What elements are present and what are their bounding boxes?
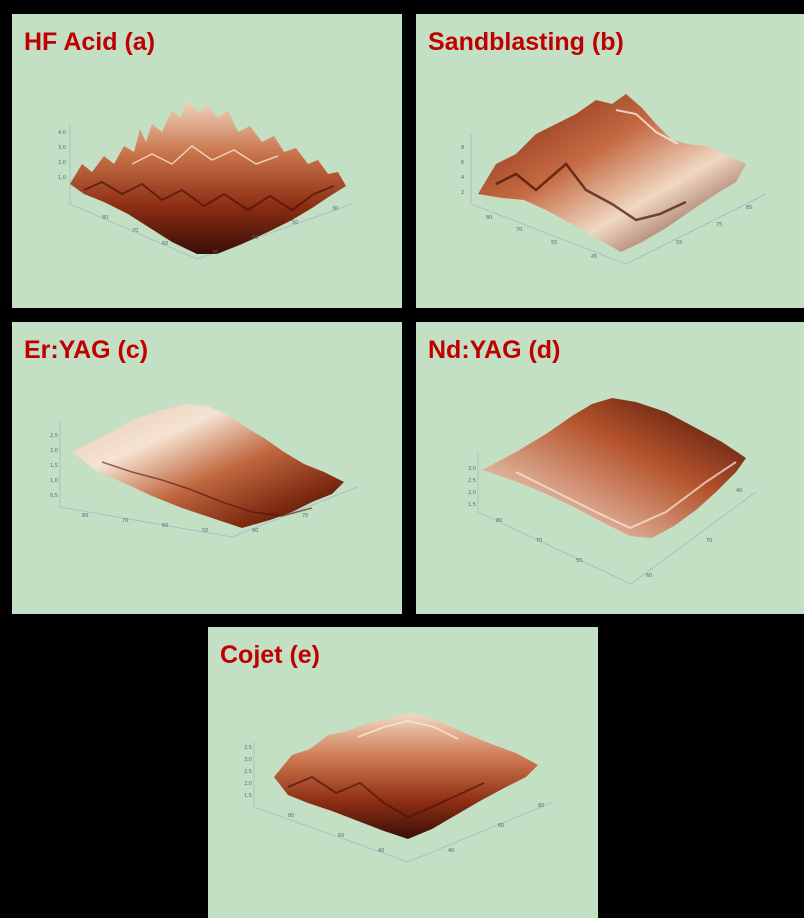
- surface-hf-acid: [70, 100, 346, 254]
- svg-text:4: 4: [461, 175, 464, 181]
- svg-text:45: 45: [591, 254, 597, 260]
- svg-text:3,5: 3,5: [244, 745, 252, 751]
- svg-text:50: 50: [292, 220, 298, 226]
- surface-cojet: [274, 713, 538, 839]
- svg-text:60: 60: [162, 241, 168, 247]
- svg-text:55: 55: [551, 240, 557, 246]
- panel-cojet: Cojet (e) 3,5 3,0 2,5 2,0 1,5 80 60 40 4…: [208, 627, 598, 918]
- svg-text:3,0: 3,0: [244, 757, 252, 763]
- svg-text:60: 60: [162, 523, 168, 529]
- surface-plot-nd-yag: 3,0 2,5 2,0 1,5 80 70 55 60 70 40: [468, 398, 757, 585]
- svg-text:70: 70: [212, 250, 218, 256]
- svg-text:40: 40: [736, 488, 742, 494]
- surface-plot-sandblasting: 8 6 4 2 80 70 55 45 55 75 85: [461, 94, 767, 265]
- svg-text:1,5: 1,5: [244, 793, 252, 799]
- surface-plot-er-yag: 2,5 2,0 1,5 1,0 0,5 80 70 60 50 80 70: [50, 404, 358, 538]
- svg-text:55: 55: [676, 240, 682, 246]
- svg-text:1,0: 1,0: [50, 478, 58, 484]
- svg-text:80: 80: [538, 803, 544, 809]
- svg-text:2,5: 2,5: [244, 769, 252, 775]
- svg-text:2,0: 2,0: [244, 781, 252, 787]
- panel-er-yag: Er:YAG (c) 2,5 2,0 1,5 1,0 0,5 80 70 60 …: [12, 322, 402, 614]
- svg-text:60: 60: [646, 573, 652, 579]
- svg-text:85: 85: [746, 205, 752, 211]
- svg-text:6: 6: [461, 160, 464, 166]
- svg-text:1,5: 1,5: [468, 502, 476, 508]
- svg-text:4,0: 4,0: [58, 130, 66, 136]
- svg-text:1,5: 1,5: [50, 463, 58, 469]
- svg-text:70: 70: [536, 538, 542, 544]
- panel-title-hf-acid: HF Acid (a): [24, 28, 156, 56]
- svg-text:2,0: 2,0: [468, 490, 476, 496]
- svg-text:75: 75: [716, 222, 722, 228]
- panel-title-nd-yag: Nd:YAG (d): [428, 336, 561, 364]
- svg-text:8: 8: [461, 145, 464, 151]
- svg-text:0,5: 0,5: [50, 493, 58, 499]
- svg-text:2: 2: [461, 190, 464, 196]
- panel-title-cojet: Cojet (e): [220, 641, 320, 669]
- svg-text:2,0: 2,0: [50, 448, 58, 454]
- svg-text:80: 80: [252, 528, 258, 534]
- svg-text:70: 70: [122, 518, 128, 524]
- svg-text:60: 60: [338, 833, 344, 839]
- panel-nd-yag: Nd:YAG (d) 3,0 2,5 2,0 1,5 80 70 55 60 7…: [416, 322, 804, 614]
- svg-text:50: 50: [202, 528, 208, 534]
- svg-text:40: 40: [378, 848, 384, 854]
- surface-er-yag: [72, 404, 344, 528]
- surface-plot-hf-acid: 4,0 3,0 2,0 1,0 80 70 60 70 60 50 30: [58, 100, 353, 260]
- svg-text:70: 70: [516, 227, 522, 233]
- svg-text:80: 80: [486, 215, 492, 221]
- svg-text:80: 80: [496, 518, 502, 524]
- panel-title-er-yag: Er:YAG (c): [24, 336, 149, 364]
- svg-text:80: 80: [288, 813, 294, 819]
- svg-text:80: 80: [102, 215, 108, 221]
- svg-text:40: 40: [448, 848, 454, 854]
- surface-nd-yag: [482, 398, 746, 538]
- panel-hf-acid: HF Acid (a) 4,0 3,0 2,0 1,0 80 70 60 70 …: [12, 14, 402, 308]
- svg-text:70: 70: [132, 228, 138, 234]
- svg-text:2,5: 2,5: [50, 433, 58, 439]
- svg-text:2,5: 2,5: [468, 478, 476, 484]
- svg-text:3,0: 3,0: [468, 466, 476, 472]
- panel-sandblasting: Sandblasting (b) 8 6 4 2 80 70 55 45 55 …: [416, 14, 804, 308]
- svg-text:70: 70: [706, 538, 712, 544]
- surface-plot-cojet: 3,5 3,0 2,5 2,0 1,5 80 60 40 40 60 80: [244, 713, 554, 863]
- svg-text:60: 60: [498, 823, 504, 829]
- svg-text:3,0: 3,0: [58, 145, 66, 151]
- panel-title-sandblasting: Sandblasting (b): [428, 28, 624, 56]
- svg-text:60: 60: [252, 235, 258, 241]
- surface-sandblasting: [478, 94, 746, 252]
- svg-text:2,0: 2,0: [58, 160, 66, 166]
- svg-text:70: 70: [302, 513, 308, 519]
- svg-text:55: 55: [576, 558, 582, 564]
- svg-text:30: 30: [332, 206, 338, 212]
- svg-text:80: 80: [82, 513, 88, 519]
- svg-text:1,0: 1,0: [58, 175, 66, 181]
